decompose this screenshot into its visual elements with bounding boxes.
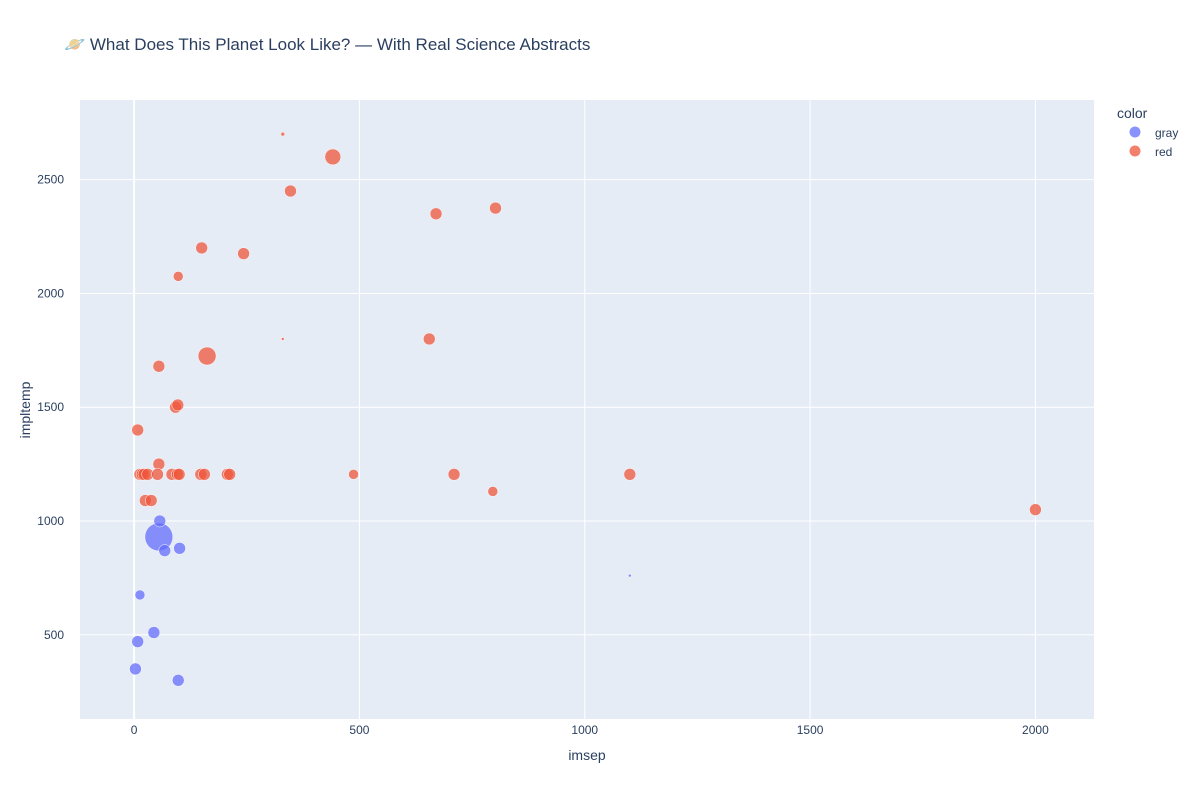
legend-marker-red [1129, 145, 1141, 157]
data-point-red [429, 207, 443, 221]
y-axis-ticks: 500 1000 1500 2000 2500 [37, 173, 64, 642]
data-point-red [151, 468, 164, 481]
data-point-red [171, 398, 185, 412]
data-point-red [280, 131, 286, 137]
data-point-gray [158, 544, 171, 557]
data-point-red [195, 241, 208, 255]
data-point-red [131, 423, 144, 437]
series-gray [129, 514, 632, 687]
data-point-red [198, 468, 211, 481]
data-point-gray [628, 573, 632, 578]
y-tick-label: 1500 [37, 400, 64, 414]
data-point-gray [131, 635, 144, 648]
gridlines [80, 100, 1094, 719]
legend-label-red: red [1155, 145, 1172, 159]
data-point-red [197, 346, 217, 366]
data-point-red [172, 271, 184, 282]
x-tick-label: 0 [131, 723, 138, 737]
legend[interactable]: color gray red [1117, 105, 1178, 159]
data-point-red [172, 468, 186, 481]
data-point-red [623, 468, 637, 481]
chart-title: 🪐 What Does This Planet Look Like? — Wit… [64, 35, 590, 54]
data-points [129, 131, 1042, 687]
x-tick-label: 1500 [797, 723, 824, 737]
series-red [131, 131, 1042, 516]
data-point-gray [147, 626, 161, 639]
data-point-gray [129, 662, 142, 676]
y-tick-label: 500 [44, 628, 64, 642]
data-point-gray [134, 589, 146, 601]
legend-item-red[interactable]: red [1129, 145, 1173, 159]
data-point-red [223, 468, 236, 481]
data-point-gray [171, 674, 185, 687]
y-axis-title: impltemp [17, 381, 33, 438]
y-tick-label: 1000 [37, 514, 64, 528]
y-tick-label: 2000 [37, 286, 64, 300]
data-point-red [489, 201, 502, 215]
data-point-red [1029, 503, 1042, 516]
data-point-red [284, 184, 297, 198]
data-point-red [237, 247, 250, 260]
data-point-red [423, 332, 436, 346]
y-tick-label: 2500 [37, 173, 64, 187]
x-axis-ticks: 0 500 1000 1500 2000 [131, 723, 1049, 737]
x-tick-label: 500 [349, 723, 369, 737]
legend-marker-gray [1129, 126, 1141, 138]
data-point-red [447, 468, 461, 481]
data-point-gray [173, 542, 186, 555]
legend-label-gray: gray [1155, 126, 1178, 140]
data-point-red [152, 360, 166, 373]
data-point-red [281, 337, 285, 341]
data-point-red [144, 494, 158, 507]
data-point-red [324, 148, 342, 166]
legend-item-gray[interactable]: gray [1129, 126, 1179, 140]
x-tick-label: 1000 [571, 723, 598, 737]
x-axis-title: imsep [568, 747, 606, 763]
legend-title: color [1117, 105, 1148, 121]
data-point-red [487, 486, 499, 497]
data-point-red [348, 469, 359, 480]
data-point-gray [153, 514, 167, 528]
x-tick-label: 2000 [1022, 723, 1049, 737]
plot-area [80, 100, 1094, 719]
